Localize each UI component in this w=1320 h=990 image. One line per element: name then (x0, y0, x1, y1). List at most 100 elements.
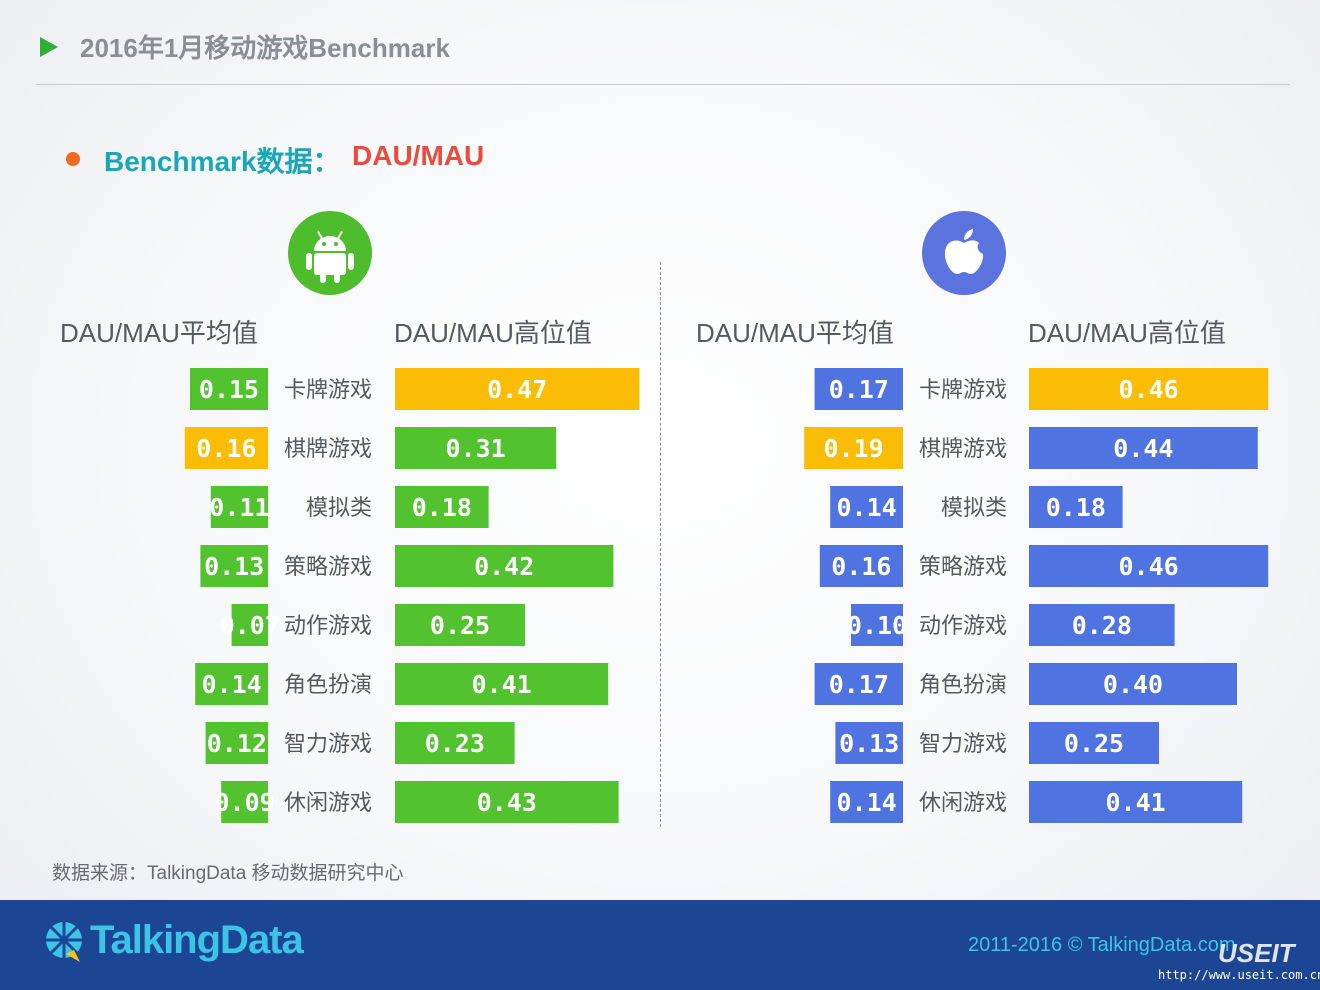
ios-avg-bar (835, 722, 903, 764)
android-avg-value-label: 0.15 (199, 375, 259, 404)
android-category-label: 动作游戏 (284, 614, 372, 639)
android-high-header: DAU/MAU高位值 (394, 318, 592, 348)
ios-category-label: 休闲游戏 (919, 791, 1007, 816)
android-category-label: 卡牌游戏 (284, 378, 372, 403)
ios-avg-bar (814, 368, 903, 410)
android-high-bar (395, 368, 640, 410)
platform-divider (660, 262, 661, 827)
ios-high-bar (1029, 486, 1123, 528)
header-divider (36, 84, 1290, 85)
android-high-bar (395, 545, 614, 587)
ios-high-value-label: 0.18 (1046, 493, 1106, 522)
android-high-value-label: 0.41 (471, 670, 531, 699)
ios-category-label: 策略游戏 (919, 555, 1007, 580)
android-category-label: 角色扮演 (284, 673, 372, 698)
android-avg-value-label: 0.11 (209, 493, 269, 522)
ios-avg-value-label: 0.10 (847, 611, 907, 640)
ios-category-label: 动作游戏 (919, 614, 1007, 639)
apple-logo-icon (922, 211, 1006, 295)
android-avg-bar (190, 368, 268, 410)
android-category-label: 策略游戏 (284, 555, 372, 580)
android-high-value-label: 0.47 (487, 375, 547, 404)
android-avg-value-label: 0.13 (204, 552, 264, 581)
android-high-bar (395, 604, 525, 646)
footer-bar: TalkingData 2011-2016 © TalkingData.com … (0, 900, 1320, 990)
ios-avg-value-label: 0.16 (831, 552, 891, 581)
ios-category-label: 智力游戏 (919, 732, 1007, 757)
ios-high-bar (1029, 368, 1269, 410)
ios-high-bar (1029, 781, 1243, 823)
copyright-text: 2011-2016 © TalkingData.com (968, 934, 1236, 956)
ios-avg-value-label: 0.17 (829, 670, 889, 699)
android-avg-value-label: 0.09 (214, 788, 274, 817)
android-high-value-label: 0.43 (477, 788, 537, 817)
android-avg-bar (184, 427, 268, 469)
android-high-bar (395, 781, 619, 823)
android-avg-header: DAU/MAU平均值 (60, 318, 258, 348)
ios-avg-value-label: 0.19 (823, 434, 883, 463)
android-category-label: 模拟类 (306, 496, 372, 521)
data-source: 数据来源：TalkingData 移动数据研究中心 (52, 863, 404, 884)
play-triangle-icon (40, 37, 58, 57)
subtitle-metric: DAU/MAU (352, 140, 485, 171)
android-category-label: 智力游戏 (284, 732, 372, 757)
ios-high-value-label: 0.40 (1103, 670, 1163, 699)
ios-high-bar (1029, 722, 1159, 764)
ios-category-label: 角色扮演 (919, 673, 1007, 698)
subtitle-prefix: Benchmark数据： (104, 146, 341, 177)
android-avg-bar (221, 781, 268, 823)
ios-high-header: DAU/MAU高位值 (1028, 318, 1226, 348)
android-high-value-label: 0.31 (445, 434, 505, 463)
android-avg-value-label: 0.12 (207, 729, 267, 758)
ios-high-bar (1029, 663, 1237, 705)
ios-high-value-label: 0.41 (1105, 788, 1165, 817)
talkingdata-logo-icon (46, 922, 82, 962)
android-avg-bar (200, 545, 268, 587)
ios-avg-header: DAU/MAU平均值 (696, 318, 894, 348)
ios-category-label: 模拟类 (941, 496, 1007, 521)
android-avg-bar (205, 722, 268, 764)
android-high-value-label: 0.25 (430, 611, 490, 640)
ios-category-label: 卡牌游戏 (919, 378, 1007, 403)
ios-high-value-label: 0.28 (1072, 611, 1132, 640)
android-high-bar (395, 663, 609, 705)
ios-high-value-label: 0.46 (1118, 375, 1178, 404)
watermark-url: http://www.useit.com.cn (1158, 968, 1320, 982)
ios-high-value-label: 0.25 (1064, 729, 1124, 758)
android-high-value-label: 0.18 (412, 493, 472, 522)
android-category-label: 休闲游戏 (284, 791, 372, 816)
android-avg-bar (210, 486, 268, 528)
android-high-bar (395, 427, 557, 469)
ios-avg-bar (819, 545, 903, 587)
ios-high-value-label: 0.44 (1113, 434, 1173, 463)
ios-avg-bar (830, 486, 903, 528)
watermark-text: USEIT (1218, 938, 1295, 968)
ios-avg-value-label: 0.14 (836, 493, 896, 522)
ios-avg-value-label: 0.13 (839, 729, 899, 758)
android-avg-bar (195, 663, 268, 705)
android-logo-icon (288, 211, 372, 295)
android-high-value-label: 0.42 (474, 552, 534, 581)
ios-category-label: 棋牌游戏 (919, 437, 1007, 462)
ios-high-bar (1029, 427, 1258, 469)
ios-avg-bar (830, 781, 903, 823)
slide-header: 2016年1月移动游戏Benchmark (0, 0, 1320, 86)
ios-avg-bar (814, 663, 903, 705)
ios-high-value-label: 0.46 (1118, 552, 1178, 581)
android-avg-bar (231, 604, 268, 646)
ios-avg-value-label: 0.17 (829, 375, 889, 404)
android-high-bar (395, 486, 489, 528)
android-avg-value-label: 0.16 (196, 434, 256, 463)
android-avg-value-label: 0.07 (220, 611, 280, 640)
ios-high-bar (1029, 545, 1269, 587)
ios-high-bar (1029, 604, 1175, 646)
android-high-value-label: 0.23 (425, 729, 485, 758)
ios-avg-value-label: 0.14 (836, 788, 896, 817)
page-title: 2016年1月移动游戏Benchmark (80, 33, 450, 63)
android-avg-value-label: 0.14 (201, 670, 261, 699)
android-category-label: 棋牌游戏 (284, 437, 372, 462)
android-high-bar (395, 722, 515, 764)
ios-avg-bar (851, 604, 903, 646)
bullet-dot-icon (66, 152, 80, 166)
